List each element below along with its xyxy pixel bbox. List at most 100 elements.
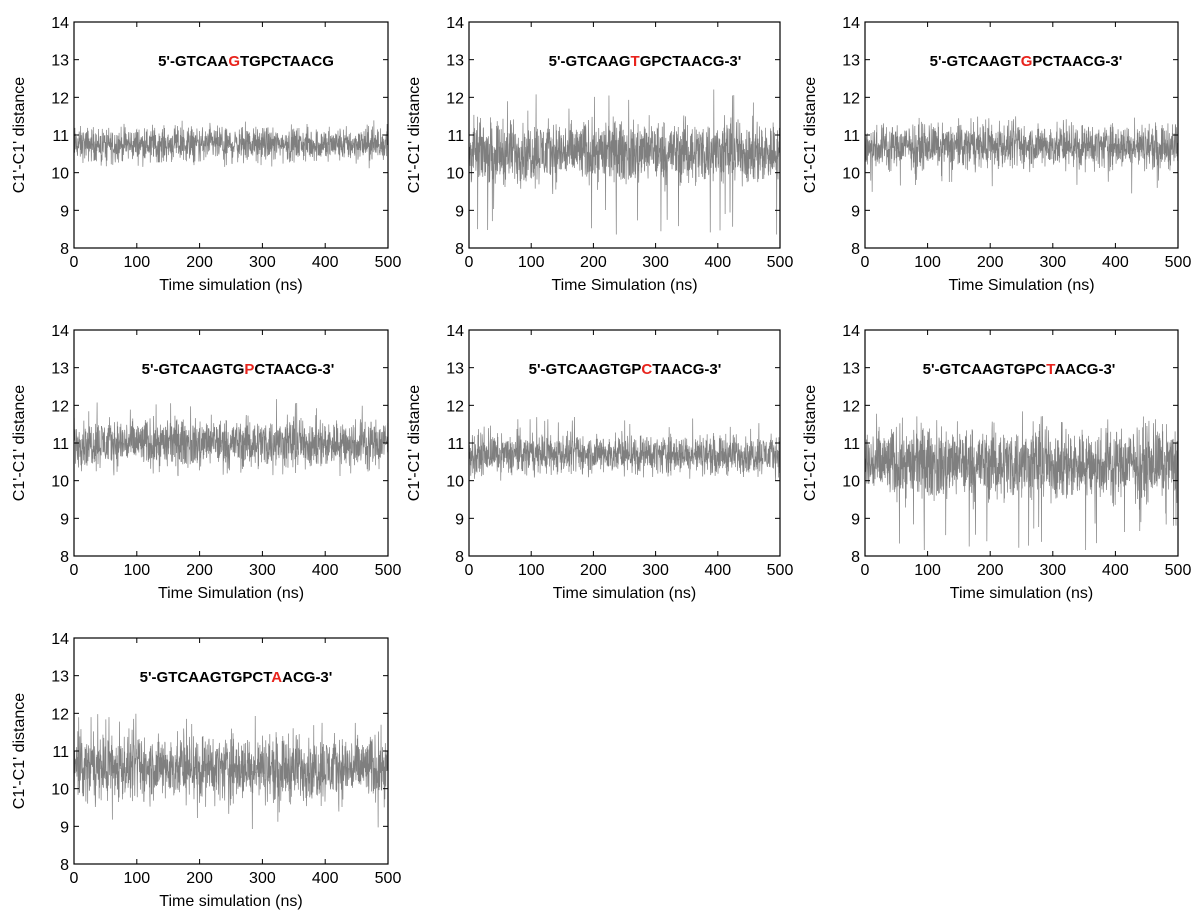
y-tick-label: 9 (851, 203, 860, 220)
title-suffix: CTAACG-3' (254, 361, 334, 378)
data-series-line (73, 120, 389, 169)
y-tick-label: 11 (447, 128, 464, 145)
x-tick-label: 400 (1102, 562, 1129, 579)
x-tick-label: 100 (518, 562, 545, 579)
x-tick-label: 0 (70, 870, 79, 887)
x-tick-label: 200 (977, 254, 1004, 271)
title-prefix: 5'-GTCAAGTGP (529, 361, 642, 378)
x-tick-label: 100 (914, 254, 941, 271)
chart-panel-7: 8 9 10 11 12 13 14 0 100 200 300 400 500 Time simulat… (11, 631, 401, 910)
x-tick-label: 200 (977, 562, 1004, 579)
y-tick-label: 10 (446, 166, 464, 183)
x-tick-label: 200 (186, 562, 213, 579)
chart-title: 5'-GTCAAGTGPCTAACG-3' (923, 361, 1116, 378)
x-tick-label: 200 (186, 870, 213, 887)
y-tick-label: 14 (51, 323, 69, 340)
title-prefix: 5'-GTCAA (158, 53, 228, 70)
x-tick-label: 200 (186, 254, 213, 271)
x-tick-label: 500 (375, 562, 402, 579)
x-tick-label: 0 (861, 254, 870, 271)
y-tick-label: 12 (446, 398, 464, 415)
chart-panel-5: 8 9 10 11 12 13 14 0 100 200 300 400 500 Time simulat… (406, 323, 793, 602)
chart-title: 5'-GTCAAGTGPCTAACG-3' (529, 361, 722, 378)
y-tick-label: 12 (51, 90, 69, 107)
x-tick-label: 300 (642, 254, 669, 271)
x-tick-label: 400 (704, 562, 731, 579)
chart-panel-2: 8 9 10 11 12 13 14 0 100 200 300 400 500 Time Simulat… (406, 15, 793, 294)
data-series-line (73, 713, 389, 829)
title-prefix: 5'-GTCAAG (549, 53, 631, 70)
y-tick-label: 13 (51, 669, 69, 686)
x-tick-label: 400 (704, 254, 731, 271)
x-tick-label: 500 (767, 562, 794, 579)
chart-title: 5'-GTCAAGTGPCTAACG-3' (142, 361, 335, 378)
chart-title: 5'-GTCAAGTGPCTAACG-3' (930, 53, 1123, 70)
title-suffix: TAACG-3' (652, 361, 721, 378)
y-tick-label: 9 (60, 819, 69, 836)
x-tick-label: 300 (249, 870, 276, 887)
y-tick-label: 8 (851, 241, 860, 258)
chart-panel-1: 8 9 10 11 12 13 14 0 100 200 300 400 500 Time simulat… (11, 15, 401, 294)
y-tick-label: 13 (51, 361, 69, 378)
y-tick-label: 9 (60, 511, 69, 528)
x-tick-label: 300 (1039, 562, 1066, 579)
title-highlight: P (244, 361, 254, 378)
x-axis-label: Time simulation (ns) (553, 585, 696, 602)
x-tick-label: 400 (312, 254, 339, 271)
x-tick-label: 0 (465, 254, 474, 271)
y-tick-label: 8 (851, 549, 860, 566)
y-tick-label: 9 (455, 203, 464, 220)
title-highlight: A (271, 669, 282, 686)
x-tick-label: 0 (70, 562, 79, 579)
title-highlight: C (641, 361, 652, 378)
y-tick-label: 11 (52, 128, 69, 145)
y-tick-label: 11 (843, 436, 860, 453)
y-tick-label: 13 (446, 361, 464, 378)
y-tick-label: 12 (842, 90, 860, 107)
y-tick-label: 12 (842, 398, 860, 415)
x-axis-label: Time Simulation (ns) (551, 277, 697, 294)
x-tick-label: 0 (861, 562, 870, 579)
y-tick-label: 11 (843, 128, 860, 145)
title-prefix: 5'-GTCAAGT (930, 53, 1021, 70)
x-axis-label: Time simulation (ns) (159, 893, 302, 910)
y-tick-label: 11 (52, 436, 69, 453)
x-tick-label: 300 (1039, 254, 1066, 271)
title-suffix: ACG-3' (282, 669, 332, 686)
y-tick-label: 10 (842, 474, 860, 491)
x-tick-label: 0 (465, 562, 474, 579)
x-tick-label: 400 (1102, 254, 1129, 271)
title-prefix: 5'-GTCAAGTG (142, 361, 245, 378)
y-tick-label: 14 (446, 15, 464, 32)
x-tick-label: 400 (312, 562, 339, 579)
y-tick-label: 13 (842, 53, 860, 70)
y-tick-label: 10 (51, 474, 69, 491)
x-tick-label: 400 (312, 870, 339, 887)
y-axis-label: C1'-C1' distance (406, 385, 423, 501)
data-series-line (73, 399, 389, 477)
y-tick-label: 14 (446, 323, 464, 340)
title-highlight: T (1046, 361, 1055, 378)
data-series-line (864, 116, 1179, 194)
x-tick-label: 500 (1165, 562, 1192, 579)
y-tick-label: 8 (60, 549, 69, 566)
x-axis-label: Time simulation (ns) (159, 277, 302, 294)
x-tick-label: 500 (375, 870, 402, 887)
y-axis-label: C1'-C1' distance (11, 77, 28, 193)
y-axis-label: C1'-C1' distance (406, 77, 423, 193)
chart-title: 5'-GTCAAGTGPCTAACG (158, 53, 334, 70)
title-suffix: AACG-3' (1054, 361, 1115, 378)
y-tick-label: 14 (842, 323, 860, 340)
x-axis-label: Time Simulation (ns) (158, 585, 304, 602)
y-axis-label: C1'-C1' distance (11, 385, 28, 501)
y-tick-label: 12 (51, 398, 69, 415)
title-suffix: TGPCTAACG (240, 53, 334, 70)
y-tick-label: 14 (51, 631, 69, 648)
x-tick-label: 300 (642, 562, 669, 579)
y-tick-label: 9 (60, 203, 69, 220)
y-tick-label: 8 (60, 857, 69, 874)
chart-panel-3: 8 9 10 11 12 13 14 0 100 200 300 400 500 Time Simulat… (802, 15, 1191, 294)
x-tick-label: 100 (518, 254, 545, 271)
y-tick-label: 11 (447, 436, 464, 453)
y-tick-label: 9 (455, 511, 464, 528)
